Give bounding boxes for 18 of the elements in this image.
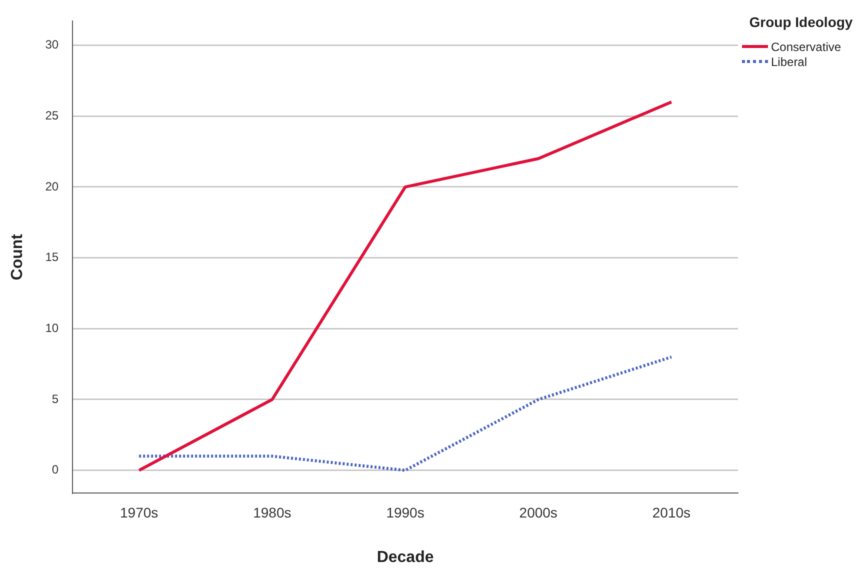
y-tick-label: 5 — [52, 392, 59, 406]
x-tick-label: 1980s — [253, 504, 292, 520]
y-tick-label: 10 — [45, 320, 59, 335]
x-axis-title: Decade — [376, 548, 434, 566]
line-series — [138, 355, 673, 472]
legend-label: Liberal — [771, 54, 808, 68]
x-tick-label: 1970s — [120, 504, 158, 520]
y-tick-label: 25 — [45, 108, 59, 122]
y-tick-label: 15 — [45, 250, 59, 264]
legend-title: Group Ideology — [748, 14, 854, 31]
x-tick-label: 1990s — [386, 504, 424, 520]
y-tick-label: 0 — [52, 462, 59, 477]
x-tick-label: 2000s — [519, 504, 558, 520]
y-tick-label: 30 — [45, 38, 59, 52]
y-axis-title: Count — [9, 233, 26, 280]
y-tick-label: 20 — [45, 179, 59, 194]
legend-label: Conservative — [771, 40, 842, 54]
x-tick-label: 2010s — [652, 504, 691, 520]
